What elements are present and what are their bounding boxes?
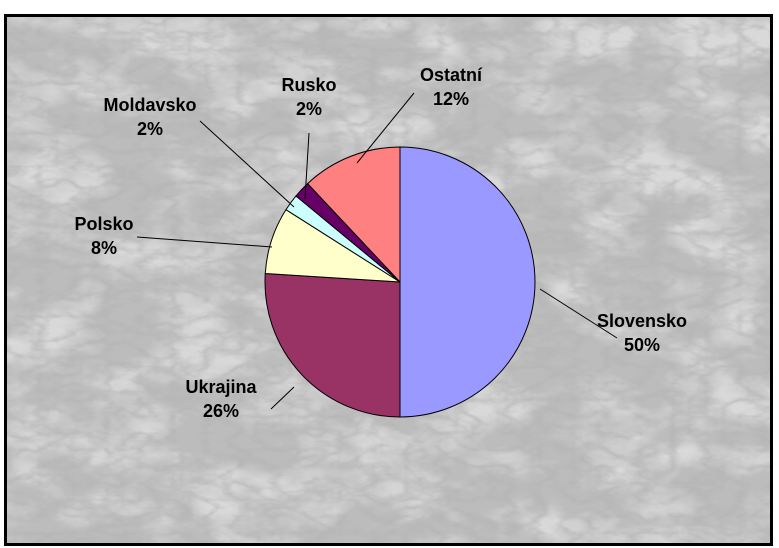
slice-value-label: 12% (433, 89, 469, 109)
pie-slice-slovensko (399, 146, 536, 418)
leader-line (539, 288, 618, 339)
leader-line (199, 120, 295, 208)
pie-chart: Slovensko 50% Ukrajina 26% Polsko 8% Moldavsko… (7, 17, 770, 543)
slice-value-label: 8% (91, 238, 117, 258)
leader-line (136, 236, 273, 248)
slice-value-label: 50% (624, 335, 660, 355)
pie-slice-ukrajina (264, 272, 401, 418)
pie-slice-ostatn- (306, 146, 401, 284)
slice-category-label: Moldavsko (103, 95, 196, 115)
leader-line (356, 92, 415, 164)
slice-value-label: 2% (137, 119, 163, 139)
slice-category-label: Ukrajina (185, 377, 257, 397)
slice-category-label: Rusko (281, 75, 336, 95)
slice-value-label: 2% (296, 99, 322, 119)
chart-frame: Slovensko 50% Ukrajina 26% Polsko 8% Moldavsko… (4, 14, 773, 546)
leader-line (270, 386, 295, 410)
slice-category-label: Slovensko (597, 311, 687, 331)
slice-category-label: Ostatní (420, 65, 483, 85)
slice-category-label: Polsko (74, 214, 133, 234)
leader-line (304, 132, 310, 200)
slice-value-label: 26% (203, 401, 239, 421)
